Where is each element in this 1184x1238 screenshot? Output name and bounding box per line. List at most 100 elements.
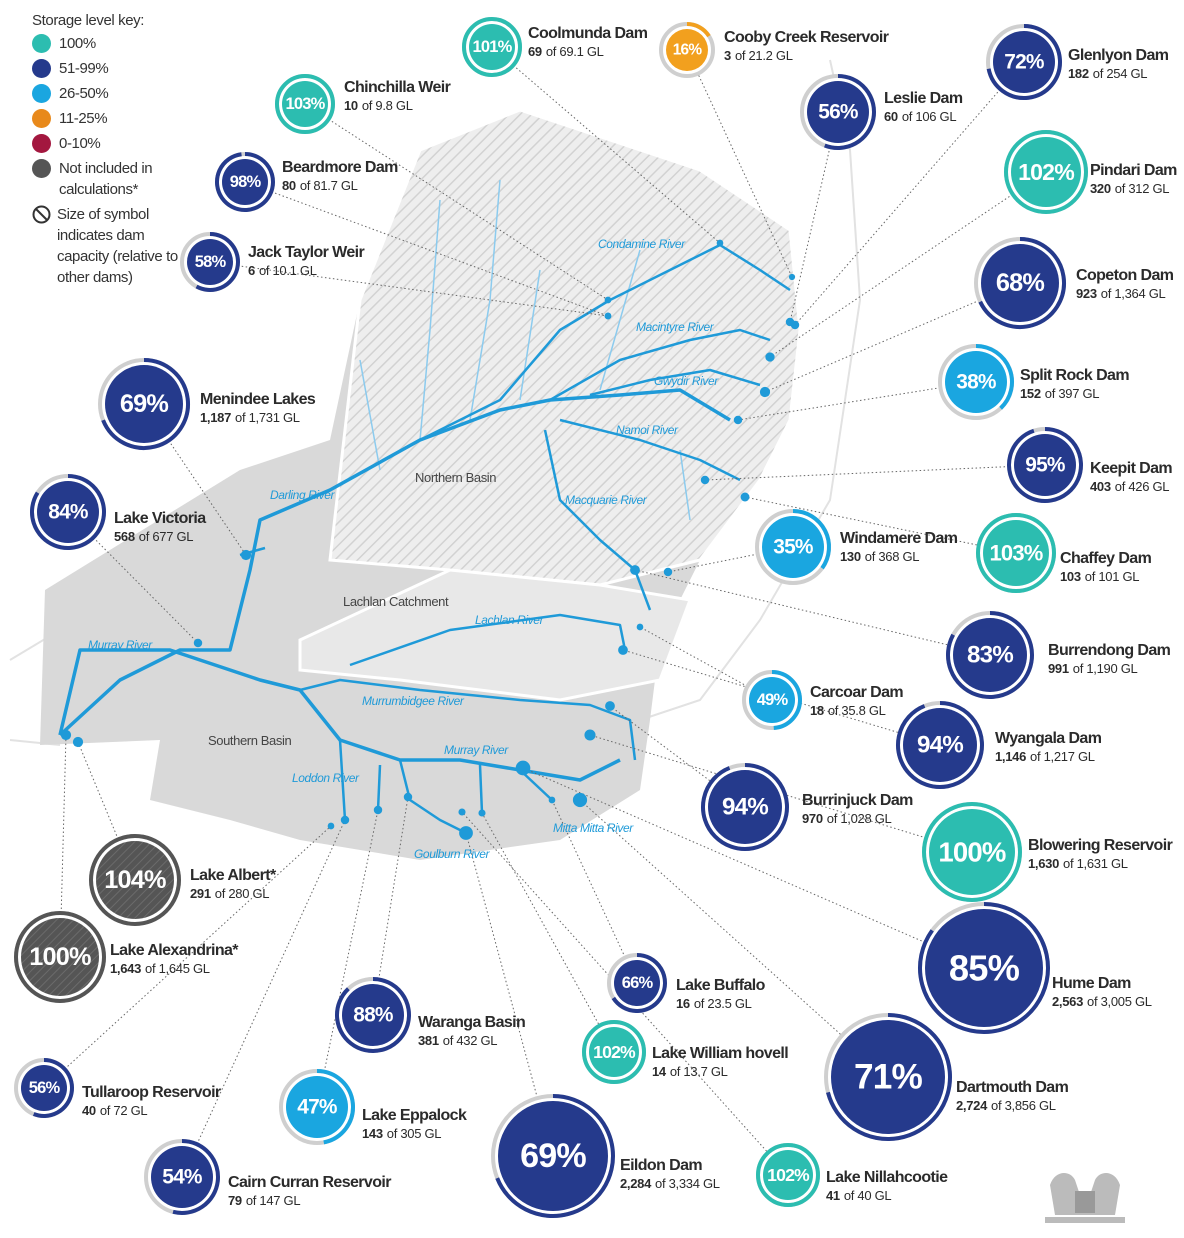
ring-arc — [826, 1013, 952, 1141]
region-label: Southern Basin — [208, 733, 291, 748]
ring-arc — [975, 344, 1014, 410]
percent-label: 47% — [297, 1096, 338, 1119]
dam-volume: 69 of 69.1 GL — [528, 44, 604, 59]
ring-arc — [946, 611, 1034, 699]
percent-label: 56% — [818, 101, 859, 124]
dam-dot — [663, 567, 673, 577]
capacity: of 1,364 GL — [1101, 286, 1166, 301]
ring-arc — [89, 834, 181, 926]
dam-fill — [666, 29, 708, 71]
dam-symbol: 102% Lake Nillahcootie 41 of 40 GL — [756, 1143, 949, 1207]
dam-name: Lake William hovell — [652, 1045, 788, 1062]
dam-symbol: 83% Burrendong Dam 991 of 1,190 GL — [946, 611, 1171, 699]
dam-name: Beardmore Dam — [282, 159, 398, 176]
ring-arc — [32, 1058, 74, 1118]
legend-item: 0-10% — [32, 133, 182, 154]
capacity: of 72 GL — [100, 1103, 148, 1118]
dam-symbol: 54% Cairn Curran Reservoir 79 of 147 GL — [144, 1139, 392, 1215]
dam-symbol: 69% Menindee Lakes 1,187 of 1,731 GL — [98, 358, 317, 450]
dam-dot — [618, 645, 628, 655]
percent-label: 104% — [104, 866, 166, 894]
stored-volume: 568 — [114, 529, 135, 544]
dam-volume: 10 of 9.8 GL — [344, 98, 413, 113]
percent-label: 35% — [773, 536, 814, 559]
dam-symbol: 56% Leslie Dam 60 of 106 GL — [800, 74, 963, 150]
lachlan-catchment — [298, 568, 693, 702]
dam-symbol: 85% Hume Dam 2,563 of 3,005 GL — [918, 902, 1152, 1034]
dam-volume: 1,630 of 1,631 GL — [1028, 856, 1128, 871]
stored-volume: 2,724 — [956, 1098, 988, 1113]
dam-volume: 381 of 432 GL — [418, 1033, 497, 1048]
dam-volume: 923 of 1,364 GL — [1076, 286, 1166, 301]
dam-locations — [60, 239, 800, 840]
dam-name: Lake Buffalo — [676, 977, 766, 994]
dam-symbol: 103% Chaffey Dam 103 of 101 GL — [976, 513, 1152, 593]
percent-label: 100% — [938, 837, 1005, 868]
ring-arc — [918, 902, 1050, 1034]
percent-label: 102% — [767, 1165, 810, 1185]
dam-dot — [759, 386, 771, 398]
capacity: of 1,190 GL — [1073, 661, 1138, 676]
dam-name: Lake Albert* — [190, 867, 277, 884]
dam-symbol: 49% Carcoar Dam 18 of 35.8 GL — [742, 670, 904, 730]
dam-dot — [785, 317, 795, 327]
legend-label: 0-10% — [59, 135, 101, 152]
percent-label: 54% — [162, 1166, 203, 1189]
dam-fill — [983, 520, 1049, 586]
stored-volume: 130 — [840, 549, 861, 564]
dam-name: Burrinjuck Dam — [802, 792, 913, 809]
stored-volume: 2,563 — [1052, 994, 1083, 1009]
river-label: Macquarie River — [565, 493, 648, 507]
dam-fill — [1014, 434, 1076, 496]
percent-label: 98% — [230, 173, 262, 191]
dam-symbol: 102% Pindari Dam 320 of 312 GL — [1004, 130, 1178, 214]
river-label: Murray River — [88, 638, 153, 652]
dam-dot — [765, 352, 775, 362]
dam-symbol: 71% Dartmouth Dam 2,724 of 3,856 GL — [824, 1013, 1069, 1141]
dam-volume: 14 of 13.7 GL — [652, 1064, 728, 1079]
dam-name: Pindari Dam — [1090, 162, 1177, 179]
dam-fill — [222, 159, 268, 205]
dam-dot — [584, 729, 596, 741]
ring-arc — [335, 977, 411, 1053]
percent-label: 95% — [1025, 454, 1066, 477]
capacity: of 432 GL — [443, 1033, 497, 1048]
leader-line — [704, 464, 1046, 481]
ring-arc — [195, 232, 240, 292]
leader-line — [67, 511, 199, 644]
ring-arc — [792, 509, 831, 570]
dam-fill — [929, 809, 1015, 895]
percent-label: 16% — [673, 42, 703, 59]
legend-title: Storage level key: — [32, 12, 145, 29]
dam-volume: 1,187 of 1,731 GL — [200, 410, 300, 425]
ring-arc — [172, 1139, 220, 1215]
stored-volume: 320 — [1090, 181, 1111, 196]
dam-symbol: 100% Blowering Reservoir 1,630 of 1,631 GL — [922, 802, 1173, 902]
stored-volume: 69 — [528, 44, 542, 59]
ring-arc — [495, 1094, 615, 1218]
capacity: of 3,005 GL — [1087, 994, 1152, 1009]
dam-dot — [548, 796, 556, 804]
dam-volume: 403 of 426 GL — [1090, 479, 1169, 494]
dam-volume: 152 of 397 GL — [1020, 386, 1099, 401]
percent-label: 94% — [917, 732, 963, 759]
capacity: of 106 GL — [902, 109, 956, 124]
size-note-text: Size of symbol indicates dam capacity (r… — [57, 206, 178, 286]
capacity: of 1,631 GL — [1063, 856, 1128, 871]
dam-dot — [515, 760, 531, 776]
capacity: of 69.1 GL — [546, 44, 604, 59]
capacity: of 1,731 GL — [235, 410, 300, 425]
leader-line — [769, 171, 1047, 358]
leader-line — [244, 181, 609, 317]
dam-name: Windamere Dam — [840, 530, 958, 547]
percent-label: 85% — [949, 948, 1020, 989]
dam-dot — [733, 415, 743, 425]
legend-swatch — [32, 159, 51, 178]
leader-line — [551, 799, 638, 984]
dam-fill — [903, 708, 977, 782]
dam-volume: 1,146 of 1,217 GL — [995, 749, 1095, 764]
percent-label: 58% — [195, 253, 227, 271]
dam-name: Lake Nillahcootie — [826, 1169, 948, 1186]
dam-volume: 60 of 106 GL — [884, 109, 956, 124]
leader-line — [181, 819, 346, 1178]
